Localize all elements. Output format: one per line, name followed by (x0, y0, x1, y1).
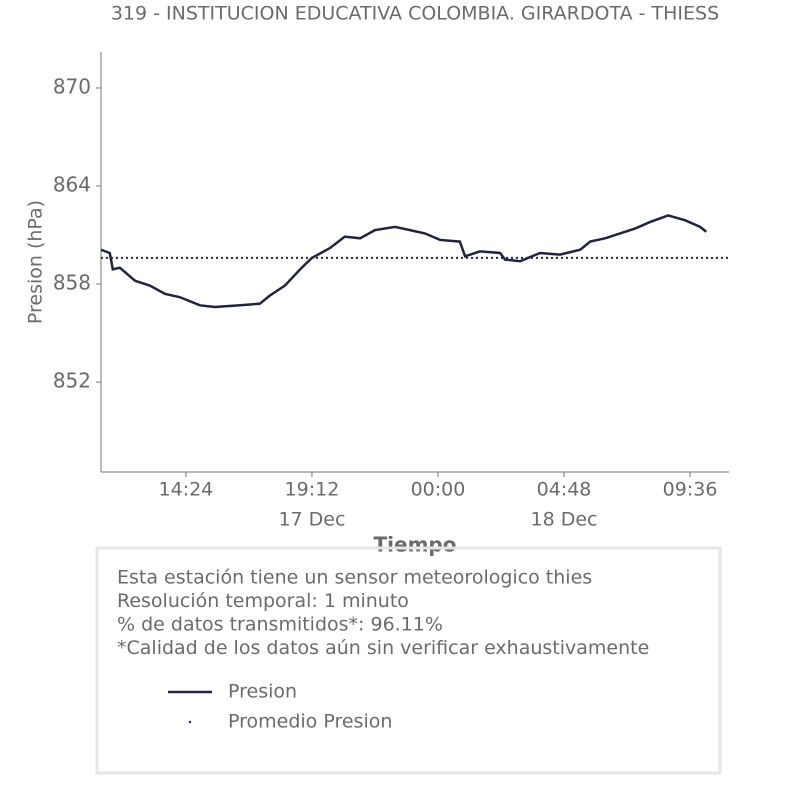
info-line: % de datos transmitidos*: 96.11% (117, 614, 443, 636)
y-tick-label: 852 (53, 369, 91, 393)
y-tick-label: 870 (53, 74, 91, 98)
y-tick-label: 858 (53, 271, 91, 295)
x-tick-label: 00:00 (411, 479, 466, 501)
info-line: Resolución temporal: 1 minuto (117, 590, 409, 612)
x-tick-sublabel: 18 Dec (531, 509, 598, 531)
x-tick-label: 14:24 (159, 479, 214, 501)
x-tick-label: 09:36 (663, 479, 718, 501)
data-line (100, 214, 708, 309)
legend-label: Promedio Presion (228, 711, 392, 733)
legend-swatch (188, 720, 192, 724)
info-line: Esta estación tiene un sensor meteorolog… (117, 567, 592, 589)
y-tick-label: 864 (53, 173, 91, 197)
x-tick-label: 19:12 (285, 479, 340, 501)
legend-label: Presion (228, 681, 297, 703)
x-tick-label: 04:48 (537, 479, 592, 501)
chart-title: 319 - INSTITUCION EDUCATIVA COLOMBIA. GI… (111, 3, 719, 25)
y-axis-label: Presion (hPa) (25, 200, 47, 324)
info-box (95, 546, 722, 775)
info-line: *Calidad de los datos aún sin verificar … (117, 637, 649, 659)
x-axis-label: Tiempo (374, 533, 457, 557)
x-tick-sublabel: 17 Dec (278, 509, 345, 531)
